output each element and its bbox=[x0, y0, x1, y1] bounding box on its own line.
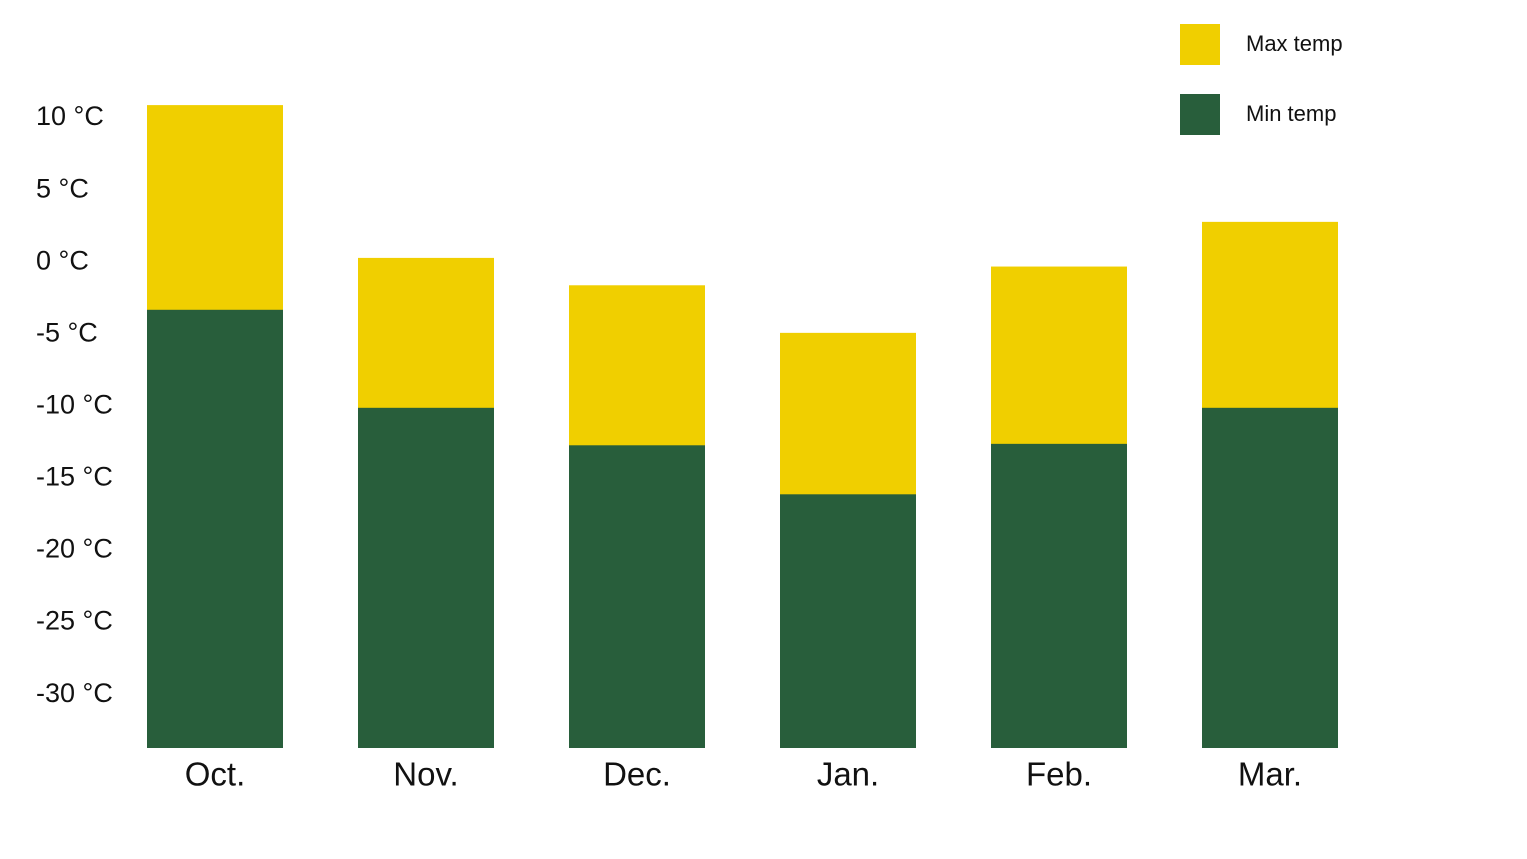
y-tick-label: 10 °C bbox=[36, 101, 104, 131]
bar bbox=[358, 407, 494, 748]
y-tick-label: -20 °C bbox=[36, 534, 113, 564]
x-tick-label: Feb. bbox=[1026, 756, 1092, 793]
y-tick-label: -5 °C bbox=[36, 317, 98, 347]
bar bbox=[1202, 407, 1338, 748]
y-tick-label: -10 °C bbox=[36, 389, 113, 419]
bar bbox=[569, 445, 705, 748]
legend-swatch bbox=[1180, 24, 1220, 65]
legend-label: Min temp bbox=[1246, 101, 1336, 126]
x-tick-label: Nov. bbox=[393, 756, 458, 793]
x-tick-label: Jan. bbox=[817, 756, 879, 793]
bar bbox=[991, 443, 1127, 748]
y-tick-label: -25 °C bbox=[36, 606, 113, 636]
y-tick-label: 0 °C bbox=[36, 245, 89, 275]
legend-swatch bbox=[1180, 94, 1220, 135]
x-tick-label: Dec. bbox=[603, 756, 671, 793]
x-tick-label: Oct. bbox=[185, 756, 246, 793]
legend-label: Max temp bbox=[1246, 31, 1343, 56]
y-tick-label: -15 °C bbox=[36, 462, 113, 492]
bar bbox=[147, 309, 283, 748]
x-tick-label: Mar. bbox=[1238, 756, 1302, 793]
bar bbox=[780, 494, 916, 748]
y-tick-label: 5 °C bbox=[36, 173, 89, 203]
y-tick-label: -30 °C bbox=[36, 678, 113, 708]
